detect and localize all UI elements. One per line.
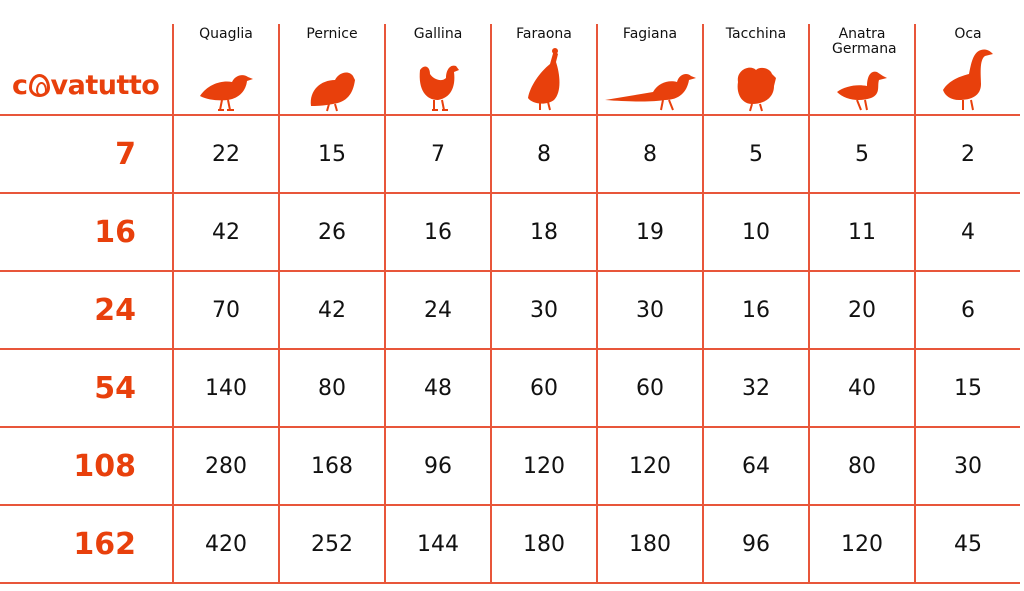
table-cell: 96 [702, 504, 809, 584]
table-cell: 42 [172, 192, 279, 271]
table-cell: 60 [596, 348, 703, 427]
table-cell: 168 [278, 426, 385, 505]
table-row: 7 22 15 7 8 8 5 5 2 [0, 114, 1020, 193]
table-cell: 10 [702, 192, 809, 271]
table-cell: 64 [702, 426, 809, 505]
table-cell: 30 [596, 270, 703, 349]
table-cell: 22 [172, 114, 279, 193]
table-cell: 15 [278, 114, 385, 193]
table-cell: 8 [490, 114, 597, 193]
table-cell: 180 [490, 504, 597, 584]
column-label: Pernice [306, 26, 358, 42]
table-row: 16 42 26 16 18 19 10 11 4 [0, 192, 1020, 271]
table-row: 54 140 80 48 60 60 32 40 15 [0, 348, 1020, 427]
table-cell: 5 [702, 114, 809, 193]
table-cell: 280 [172, 426, 279, 505]
table-cell: 30 [490, 270, 597, 349]
table-cell: 8 [596, 114, 703, 193]
column-label: Faraona [516, 26, 572, 42]
column-header-quaglia: Quaglia [172, 24, 279, 115]
table-cell: 80 [278, 348, 385, 427]
table-cell: 70 [172, 270, 279, 349]
table-cell: 60 [490, 348, 597, 427]
table-cell: 48 [384, 348, 491, 427]
column-label: Gallina [413, 26, 463, 42]
table-cell: 30 [914, 426, 1020, 505]
table-cell: 16 [702, 270, 809, 349]
row-model: 24 [0, 270, 173, 349]
column-header-tacchina: Tacchina [702, 24, 809, 115]
table-cell: 96 [384, 426, 491, 505]
column-label: Tacchina [725, 26, 787, 42]
table-cell: 2 [914, 114, 1020, 193]
table-cell: 7 [384, 114, 491, 193]
corner-cell [0, 24, 173, 115]
table-cell: 120 [490, 426, 597, 505]
table-cell: 45 [914, 504, 1020, 584]
table-cell: 180 [596, 504, 703, 584]
table-cell: 18 [490, 192, 597, 271]
table-cell: 15 [914, 348, 1020, 427]
table-row: 24 70 42 24 30 30 16 20 6 [0, 270, 1020, 349]
table-row: 162 420 252 144 180 180 96 120 45 [0, 504, 1020, 584]
table-cell: 252 [278, 504, 385, 584]
column-header-faraona: Faraona [490, 24, 597, 115]
row-model: 162 [0, 504, 173, 584]
table-row: 108 280 168 96 120 120 64 80 30 [0, 426, 1020, 505]
table-cell: 144 [384, 504, 491, 584]
column-header-gallina: Gallina [384, 24, 491, 115]
table-cell: 120 [596, 426, 703, 505]
covatutto-logo: c vatutto [12, 70, 160, 101]
table-cell: 19 [596, 192, 703, 271]
column-header-oca: Oca [914, 24, 1020, 115]
column-label: Fagiana [622, 26, 678, 42]
row-model: 16 [0, 192, 173, 271]
row-model: 54 [0, 348, 173, 427]
table-cell: 4 [914, 192, 1020, 271]
row-model: 7 [0, 114, 173, 193]
table-cell: 24 [384, 270, 491, 349]
table-cell: 16 [384, 192, 491, 271]
header-row: Quaglia Pernice Gallina Faraona Fagiana Tacch… [0, 24, 1020, 115]
table-cell: 420 [172, 504, 279, 584]
table-cell: 80 [808, 426, 915, 505]
column-label: Quaglia [199, 26, 253, 42]
table-cell: 140 [172, 348, 279, 427]
row-model: 108 [0, 426, 173, 505]
capacity-table: Quaglia Pernice Gallina Faraona Fagiana Tacch… [0, 24, 1020, 584]
table-cell: 5 [808, 114, 915, 193]
egg-icon [28, 74, 50, 97]
table-cell: 120 [808, 504, 915, 584]
column-header-fagiana: Fagiana [596, 24, 703, 115]
column-label: Anatra Germana [832, 26, 897, 57]
table-cell: 26 [278, 192, 385, 271]
table-cell: 32 [702, 348, 809, 427]
column-label: Oca [954, 26, 982, 42]
column-header-pernice: Pernice [278, 24, 385, 115]
table-cell: 42 [278, 270, 385, 349]
table-cell: 6 [914, 270, 1020, 349]
table-cell: 11 [808, 192, 915, 271]
column-header-anatra-germana: Anatra Germana [808, 24, 915, 115]
table-cell: 20 [808, 270, 915, 349]
table-cell: 40 [808, 348, 915, 427]
